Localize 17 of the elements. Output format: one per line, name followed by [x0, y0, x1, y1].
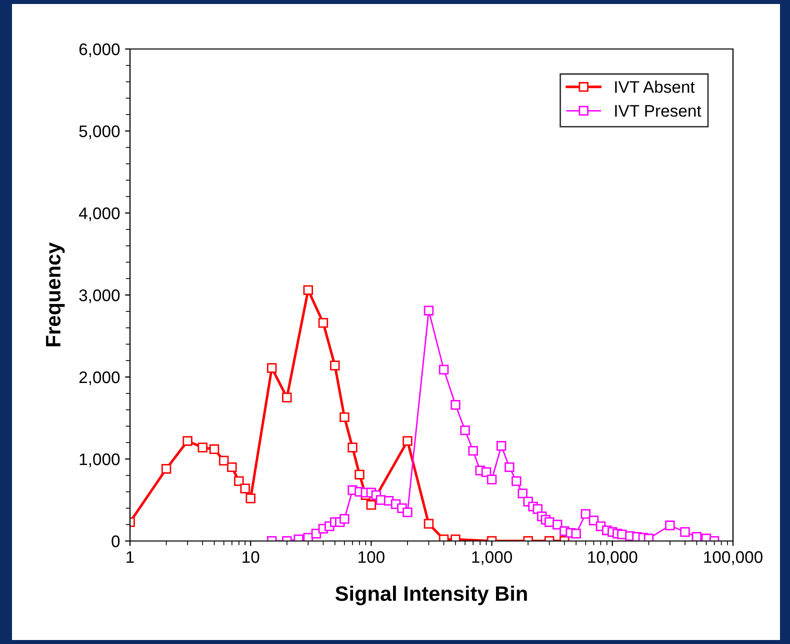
x-tick-label: 1,000 [472, 551, 512, 565]
y-tick-label: 5,000 [79, 125, 120, 140]
legend-label: IVT Absent [615, 80, 695, 93]
y-tick-label: 4,000 [78, 207, 120, 222]
x-tick-label: 10 [242, 551, 260, 563]
y-tick-label: 0 [112, 535, 120, 548]
x-axis-title: Signal Intensity Bin [335, 586, 527, 606]
x-tick-label: 100 [358, 551, 384, 563]
y-tick-label: 3,000 [79, 289, 120, 304]
x-tick-label: 100,000 [704, 551, 762, 565]
y-tick-label: 1,000 [80, 453, 120, 468]
y-tick-label: 6,000 [79, 43, 120, 58]
x-tick-label: 10,000 [588, 551, 638, 565]
y-tick-label: 2,000 [79, 371, 120, 386]
x-tick-label: 1 [126, 551, 134, 563]
legend-label: IVT Present [615, 105, 702, 117]
y-axis-title: Frequency [46, 242, 65, 346]
